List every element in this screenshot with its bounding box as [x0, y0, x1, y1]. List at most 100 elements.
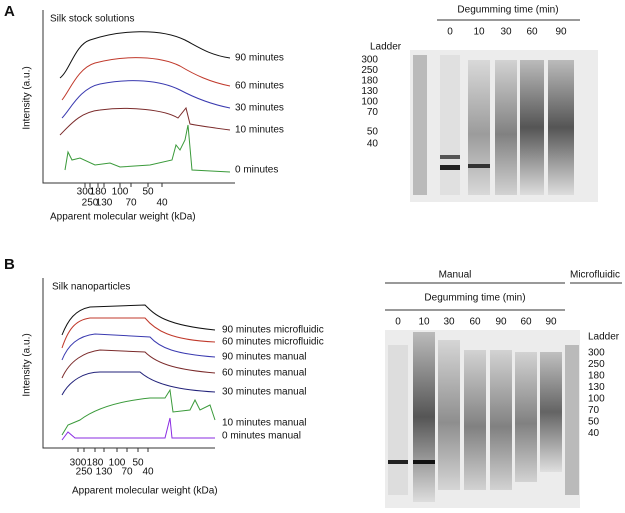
ladder-label: 180: [588, 371, 605, 382]
y-label: Intensity (a.u.): [22, 66, 33, 129]
x-label: Apparent molecular weight (kDa): [72, 486, 218, 497]
lane-label: 60: [469, 317, 481, 328]
panel-label: A: [4, 3, 15, 20]
trace-label: 60 minutes: [235, 81, 284, 92]
lane-label: 10: [473, 27, 485, 38]
trace: [61, 317, 216, 349]
x-tick-label: 180: [90, 187, 107, 198]
ladder-label: 180: [361, 76, 378, 87]
lane-label: 0: [447, 27, 453, 38]
x-tick-label: 130: [96, 467, 113, 478]
lane-label: 30: [500, 27, 512, 38]
lane: [548, 60, 574, 195]
trace-label: 30 minutes manual: [222, 387, 307, 398]
lane-label: 90: [495, 317, 507, 328]
lane: [495, 60, 517, 195]
ladder-label: 40: [588, 428, 600, 439]
ladder-label: 300: [361, 55, 378, 66]
ladder-label: 40: [367, 139, 379, 150]
x-tick-label: 100: [109, 458, 126, 469]
lane-label: 10: [418, 317, 430, 328]
ladder-label: 50: [588, 417, 600, 428]
trace-label: 90 minutes manual: [222, 352, 307, 363]
axes: [42, 278, 215, 449]
trace: [59, 106, 231, 136]
gel-header: Degumming time (min): [424, 293, 525, 304]
ladder-label: 100: [588, 394, 605, 405]
trace: [61, 57, 231, 101]
trace-label: 90 minutes: [235, 53, 284, 64]
ladder-lane: [413, 55, 427, 195]
ladder-label: 100: [361, 97, 378, 108]
lane-label: 60: [520, 317, 532, 328]
plot-title: Silk stock solutions: [50, 14, 134, 25]
x-tick-label: 300: [77, 187, 94, 198]
gel-header: Degumming time (min): [457, 5, 558, 16]
x-tick-label: 180: [87, 458, 104, 469]
trace: [61, 349, 216, 379]
x-label: Apparent molecular weight (kDa): [50, 212, 196, 223]
band: [413, 460, 435, 464]
trace-label: 60 minutes manual: [222, 368, 307, 379]
y-label: Intensity (a.u.): [22, 333, 33, 396]
trace: [59, 31, 231, 79]
ladder-label: 70: [367, 107, 379, 118]
band: [388, 460, 408, 464]
x-tick-label: 40: [142, 467, 154, 478]
x-tick-label: 50: [142, 187, 154, 198]
trace-label: 30 minutes: [235, 103, 284, 114]
ladder-lane: [565, 345, 579, 495]
trace-label: 10 minutes: [235, 125, 284, 136]
lane-label: 60: [526, 27, 538, 38]
lane: [388, 345, 408, 495]
lane: [490, 350, 512, 490]
lane-label: 30: [443, 317, 455, 328]
trace: [61, 417, 215, 441]
ladder-label: 130: [588, 382, 605, 393]
band: [468, 164, 490, 168]
lane: [464, 350, 486, 490]
lane: [515, 352, 537, 482]
band: [440, 165, 460, 170]
trace-label: 0 minutes manual: [222, 431, 301, 442]
trace: [61, 371, 216, 396]
ladder-label: 70: [588, 405, 600, 416]
x-tick-label: 300: [70, 458, 87, 469]
trace: [61, 80, 231, 119]
axes: [42, 10, 235, 184]
x-tick-label: 250: [82, 198, 99, 209]
lane: [440, 55, 460, 195]
band: [440, 155, 460, 159]
ladder-label: 300: [588, 348, 605, 359]
lane: [520, 60, 544, 195]
trace: [61, 333, 216, 361]
lane: [438, 340, 460, 490]
x-tick-label: 250: [76, 467, 93, 478]
x-tick-label: 40: [156, 198, 168, 209]
content: A Silk stock solutions Intensity (a.u.) …: [4, 3, 622, 508]
trace: [61, 304, 216, 336]
group-label: Manual: [439, 270, 472, 281]
group-label: Microfluidic: [570, 270, 620, 281]
trace: [61, 388, 216, 436]
lane-label: 0: [395, 317, 401, 328]
lane-label: 90: [555, 27, 567, 38]
lane-label: 90: [545, 317, 557, 328]
ladder-label: Ladder: [370, 42, 402, 53]
ladder-label: 250: [588, 359, 605, 370]
lane: [540, 352, 562, 472]
x-tick-label: 70: [125, 198, 137, 209]
trace-label: 0 minutes: [235, 165, 278, 176]
plot-title: Silk nanoparticles: [52, 282, 130, 293]
x-tick-label: 100: [112, 187, 129, 198]
lane: [468, 60, 490, 195]
lane: [413, 332, 435, 502]
x-tick-label: 50: [132, 458, 144, 469]
ladder-label: Ladder: [588, 332, 620, 343]
ladder-label: 50: [367, 127, 379, 138]
trace: [64, 124, 231, 173]
trace-label: 10 minutes manual: [222, 418, 307, 429]
x-tick-label: 130: [96, 198, 113, 209]
x-tick-label: 70: [121, 467, 133, 478]
